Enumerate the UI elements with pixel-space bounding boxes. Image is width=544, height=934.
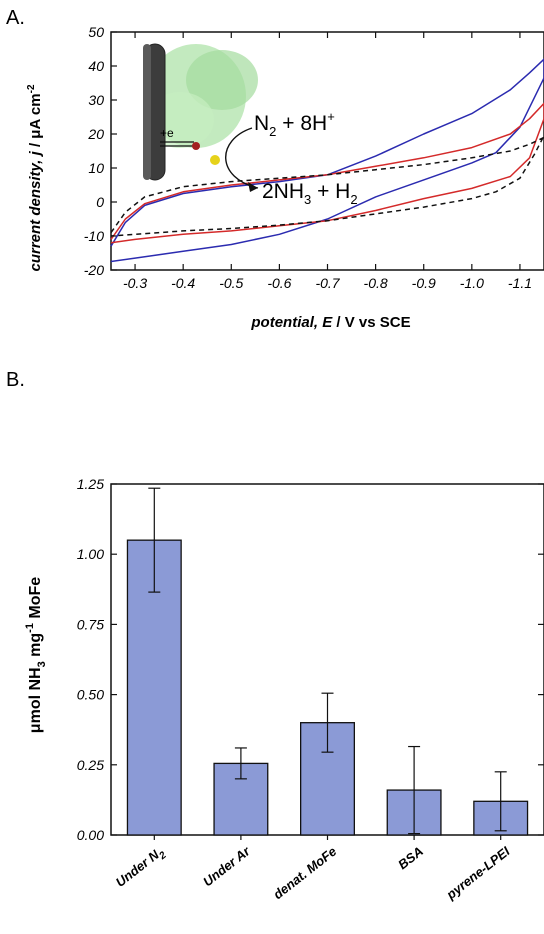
reaction-arrowhead (248, 182, 258, 192)
cv-trace-1 (110, 58, 544, 263)
product-label: 2NH3 + H2 (262, 180, 358, 207)
y-tick-label-a: -10 (84, 228, 104, 244)
ammonia-bar-chart: 0.00 0.25 0.50 0.75 1.00 1.25 Under N2 Under Ar… (77, 476, 544, 903)
reaction-arrow (225, 127, 259, 189)
x-tick-label-a: -1.0 (460, 275, 484, 291)
panel-b-label: B. (6, 369, 25, 391)
x-tick-label-a: -0.6 (267, 275, 291, 291)
y-tick-label-b: 0.50 (77, 687, 104, 703)
y-tick-label-a: -20 (84, 262, 104, 278)
panel-a-label: A. (6, 7, 25, 29)
y-tick-label-b: 1.25 (77, 476, 104, 492)
electron-label: +e (160, 126, 174, 140)
cv-trace-3 (110, 134, 544, 237)
category-label: denat. MoFe (270, 844, 339, 903)
x-tick-label-a: -1.1 (508, 275, 532, 291)
y-tick-label-b: 0.00 (77, 827, 104, 843)
mo-cofactor (210, 155, 220, 165)
category-label: Under N2 (113, 843, 169, 893)
reactant-label: N2 + 8H+ (254, 109, 335, 139)
y-tick-label-a: 20 (87, 126, 104, 142)
cv-chart: -0.3 -0.4 -0.5 -0.6 -0.7 -0.8 -0.9 -1.0 -1.1 -20 -… (84, 24, 544, 291)
mofe-electrode-illustration: +e (143, 43, 259, 192)
enzyme-cloud-2 (186, 50, 258, 110)
y-tick-label-a: 10 (88, 160, 104, 176)
category-label: pyrene-LPEI (443, 843, 513, 902)
category-label: Under Ar (200, 843, 253, 889)
x-tick-label-a: -0.7 (315, 275, 340, 291)
y-tick-label-b: 0.75 (77, 616, 104, 632)
x-tick-label-a: -0.3 (123, 275, 147, 291)
x-tick-label-a: -0.8 (364, 275, 388, 291)
y-tick-label-a: 30 (88, 92, 104, 108)
x-tick-label-a: -0.5 (219, 275, 243, 291)
y-tick-label-a: 50 (88, 24, 104, 40)
x-tick-label-a: -0.4 (171, 275, 195, 291)
electrode-edge (143, 44, 151, 180)
y-axis-title-b: μmol NH3 mg-1 MoFe (24, 577, 48, 733)
y-tick-label-a: 0 (96, 194, 104, 210)
fe-cluster (192, 142, 200, 150)
x-axis-title-a: potential, E / V vs SCE (250, 314, 410, 331)
y-axis-title-a: current density, j / μA cm-2 (26, 84, 44, 271)
category-label: BSA (395, 844, 426, 873)
y-tick-label-b: 0.25 (77, 757, 104, 773)
y-tick-label-b: 1.00 (77, 546, 104, 562)
x-tick-label-a: -0.9 (412, 275, 436, 291)
cv-trace-2 (110, 102, 544, 244)
y-tick-label-a: 40 (88, 58, 104, 74)
